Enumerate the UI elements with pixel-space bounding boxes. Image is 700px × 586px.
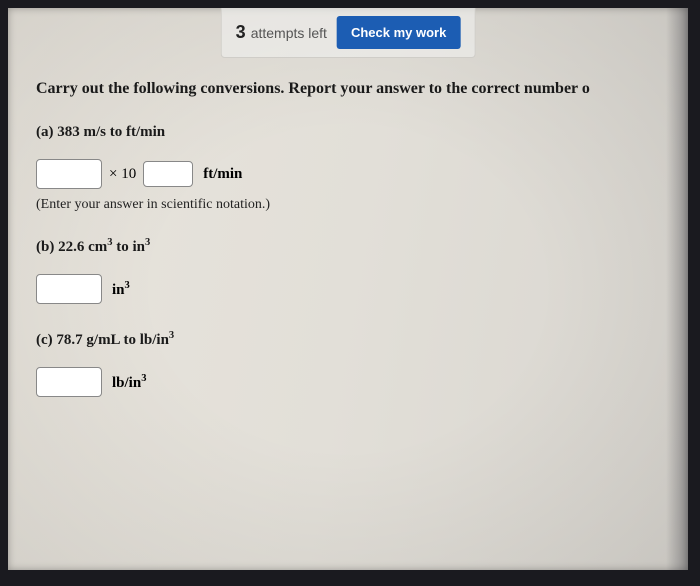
- part-b-label-mid: to in: [113, 239, 146, 255]
- part-b: (b) 22.6 cm3 to in3 in3: [36, 237, 688, 304]
- question-prompt: Carry out the following conversions. Rep…: [36, 80, 688, 98]
- part-c-sup: 3: [169, 330, 174, 341]
- part-b-unit-sup: 3: [125, 280, 130, 291]
- part-b-answer-row: in3: [36, 274, 688, 304]
- part-b-unit-prefix: in: [112, 282, 125, 298]
- part-c-label-prefix: (c) 78.7 g/mL to lb/in: [36, 332, 169, 348]
- part-c-unit: lb/in3: [112, 373, 146, 392]
- part-b-sup2: 3: [145, 237, 150, 248]
- part-c: (c) 78.7 g/mL to lb/in3 lb/in3: [36, 330, 688, 397]
- attempts-count: 3: [236, 22, 246, 43]
- part-a-coefficient-input[interactable]: [36, 159, 102, 189]
- attempts-indicator: 3 attempts left: [236, 22, 327, 43]
- part-a: (a) 383 m/s to ft/min × 10 ft/min (Enter…: [36, 124, 688, 213]
- part-c-label: (c) 78.7 g/mL to lb/in3: [36, 330, 688, 349]
- part-b-unit: in3: [112, 280, 130, 299]
- question-content: Carry out the following conversions. Rep…: [36, 80, 688, 417]
- part-b-label: (b) 22.6 cm3 to in3: [36, 237, 688, 256]
- part-c-input[interactable]: [36, 367, 102, 397]
- check-my-work-button[interactable]: Check my work: [337, 16, 460, 49]
- part-a-exponent-input[interactable]: [143, 161, 193, 187]
- part-a-unit: ft/min: [203, 166, 242, 183]
- part-c-unit-prefix: lb/in: [112, 375, 141, 391]
- part-b-input[interactable]: [36, 274, 102, 304]
- part-a-label: (a) 383 m/s to ft/min: [36, 124, 688, 141]
- times-ten-label: × 10: [109, 166, 136, 183]
- part-c-answer-row: lb/in3: [36, 367, 688, 397]
- header-bar: 3 attempts left Check my work: [221, 8, 476, 58]
- part-b-label-prefix: (b) 22.6 cm: [36, 239, 107, 255]
- attempts-text: attempts left: [251, 25, 327, 41]
- part-c-unit-sup: 3: [141, 373, 146, 384]
- part-a-helper: (Enter your answer in scientific notatio…: [36, 197, 688, 213]
- question-page: 3 attempts left Check my work Carry out …: [8, 8, 688, 570]
- part-a-answer-row: × 10 ft/min: [36, 159, 688, 189]
